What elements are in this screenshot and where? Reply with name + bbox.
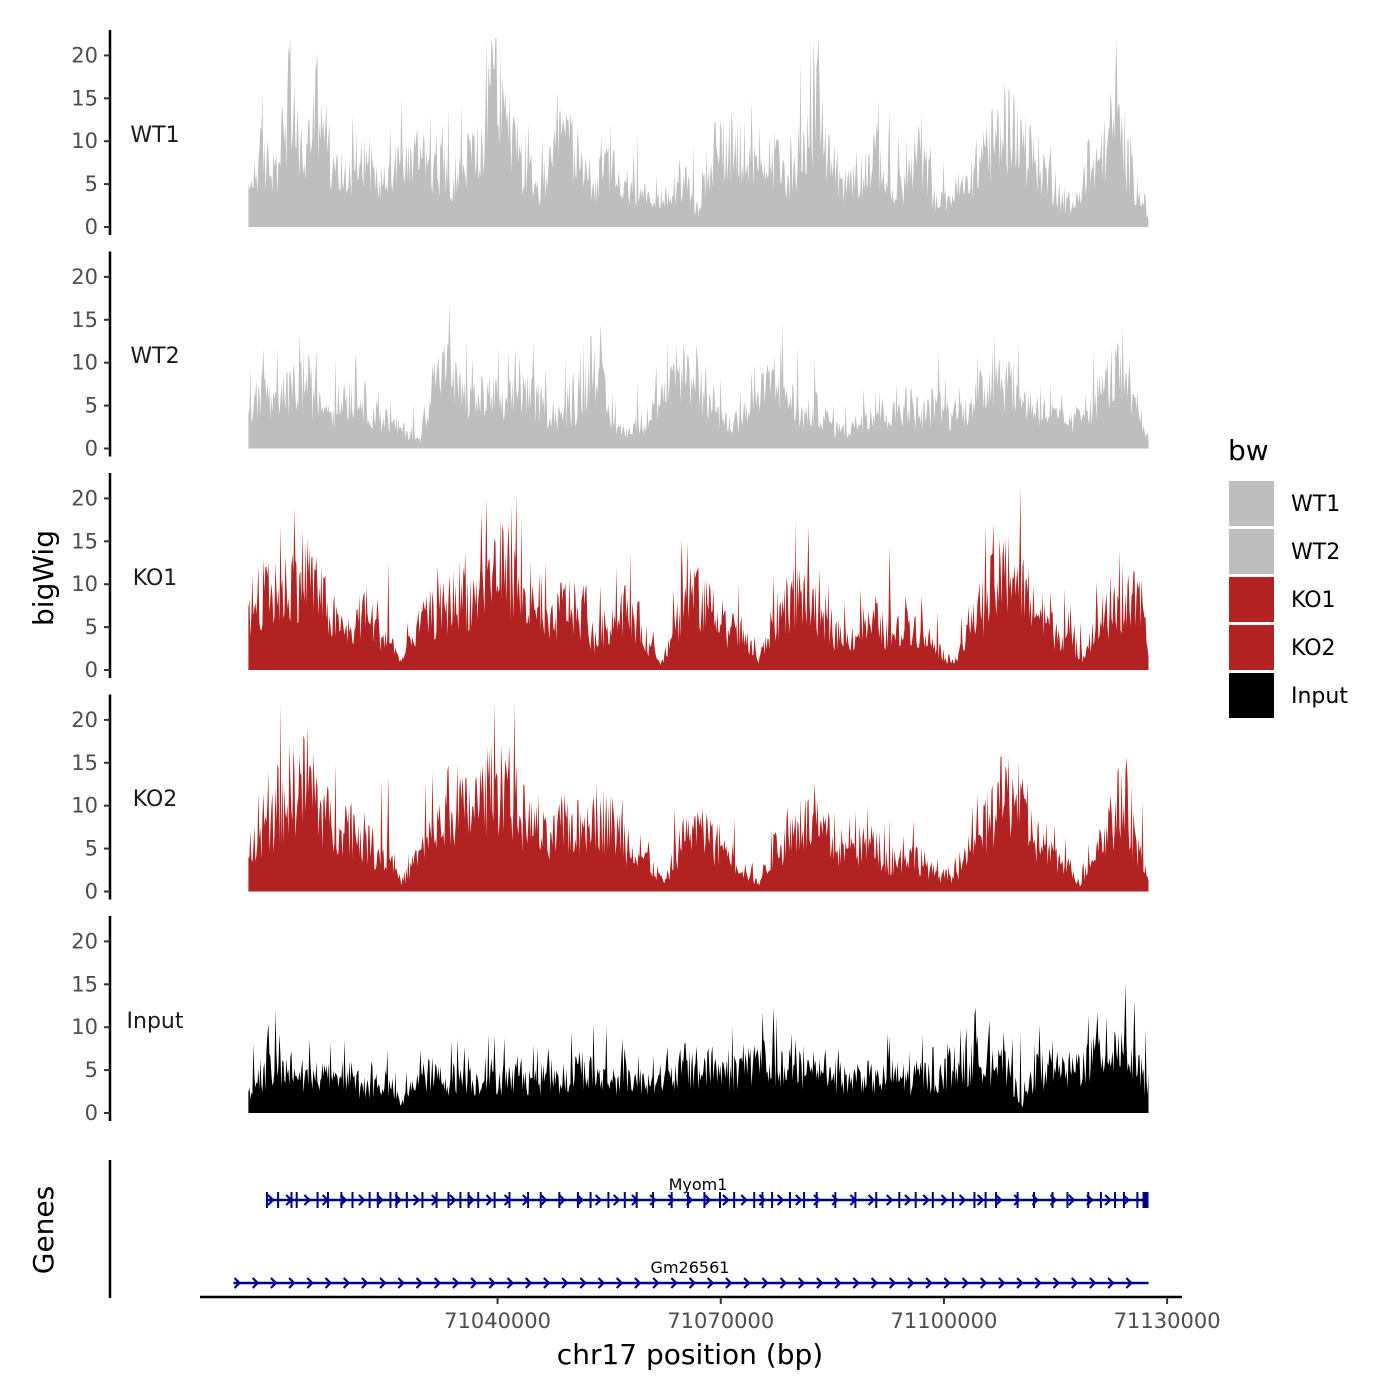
y-tick-label: 10: [71, 1015, 98, 1039]
gene-myom1: Myom1: [265, 1175, 1149, 1208]
y-tick-label: 5: [85, 172, 98, 196]
y-tick-label: 15: [71, 972, 98, 996]
legend-key-ko2: [1229, 625, 1274, 670]
track-wt2: 0 5 10 15 20 WT2: [71, 251, 1149, 461]
y-tick-label: 0: [85, 1101, 98, 1125]
legend-key-ko1: [1229, 577, 1274, 622]
y-tick-label: 5: [85, 837, 98, 861]
strand-arrows: [233, 1277, 1133, 1289]
y-tick-label: 0: [85, 880, 98, 904]
y-tick-label: 20: [71, 265, 98, 289]
y-tick-label: 15: [71, 308, 98, 332]
y-tick-label: 10: [71, 572, 98, 596]
y-tick-label: 20: [71, 929, 98, 953]
coverage-area-ko1: [248, 487, 1149, 670]
x-tick-label: 71100000: [890, 1309, 997, 1333]
gene-label: Gm26561: [651, 1258, 730, 1277]
y-tick-label: 0: [85, 215, 98, 239]
y-tick-label: 15: [71, 86, 98, 110]
x-axis: 71040000 71070000 71100000 71130000: [200, 1295, 1221, 1333]
y-tick-label: 10: [71, 794, 98, 818]
legend: bw WT1 WT2 KO1 KO2 Input: [1228, 434, 1348, 718]
gene-track: Myom1 Gm26561: [108, 1160, 1149, 1298]
y-tick-label: 5: [85, 615, 98, 639]
legend-label-wt1: WT1: [1291, 492, 1340, 517]
track-ko1: 0 5 10 15 20 KO1: [71, 473, 1149, 682]
gene-label: Myom1: [669, 1175, 728, 1194]
legend-label-ko1: KO1: [1291, 588, 1336, 613]
coverage-area-input: [248, 983, 1149, 1113]
y-tick-label: 20: [71, 708, 98, 732]
legend-label-wt2: WT2: [1291, 540, 1340, 565]
coverage-area-wt1: [248, 38, 1149, 228]
gene-gm26561: Gm26561: [233, 1258, 1149, 1289]
track-input: 0 5 10 15 20 Input: [71, 916, 1149, 1125]
legend-title: bw: [1228, 434, 1269, 467]
y-tick-label: 5: [85, 1058, 98, 1082]
y-tick-label: 5: [85, 394, 98, 418]
y-tick-label: 15: [71, 751, 98, 775]
y-tick-label: 20: [71, 43, 98, 67]
track-ko2: 0 5 10 15 20 KO2: [71, 694, 1149, 904]
track-label: WT2: [130, 344, 179, 369]
legend-label-input: Input: [1291, 684, 1348, 709]
y-tick-label: 15: [71, 529, 98, 553]
y-tick-label: 0: [85, 437, 98, 461]
x-tick-label: 71070000: [667, 1309, 774, 1333]
exon: [1142, 1192, 1149, 1208]
x-tick-label: 71040000: [444, 1309, 551, 1333]
legend-label-ko2: KO2: [1291, 636, 1336, 661]
track-label: Input: [127, 1009, 184, 1034]
coverage-area-ko2: [248, 702, 1149, 892]
legend-key-input: [1229, 673, 1274, 718]
y-tick-label: 0: [85, 658, 98, 682]
y-tick-label: 20: [71, 486, 98, 510]
track-label: KO1: [133, 566, 178, 591]
legend-key-wt2: [1229, 529, 1274, 574]
track-label: KO2: [133, 787, 178, 812]
coverage-tracks: 0 5 10 15 20 WT1 0 5 10 15 20 WT2 0 5 10 15 20 KO1 0 5 10 15 2…: [71, 30, 1149, 1125]
y-tick-label: 10: [71, 351, 98, 375]
x-axis-title: chr17 position (bp): [557, 1338, 823, 1371]
track-wt1: 0 5 10 15 20 WT1: [71, 30, 1149, 239]
genes-axis-title: Genes: [27, 1186, 60, 1274]
x-tick-label: 71130000: [1114, 1309, 1221, 1333]
track-label: WT1: [130, 123, 179, 148]
y-tick-label: 10: [71, 129, 98, 153]
coverage-area-wt2: [248, 302, 1149, 449]
y-axis-title: bigWig: [27, 530, 60, 626]
legend-key-wt1: [1229, 481, 1274, 526]
